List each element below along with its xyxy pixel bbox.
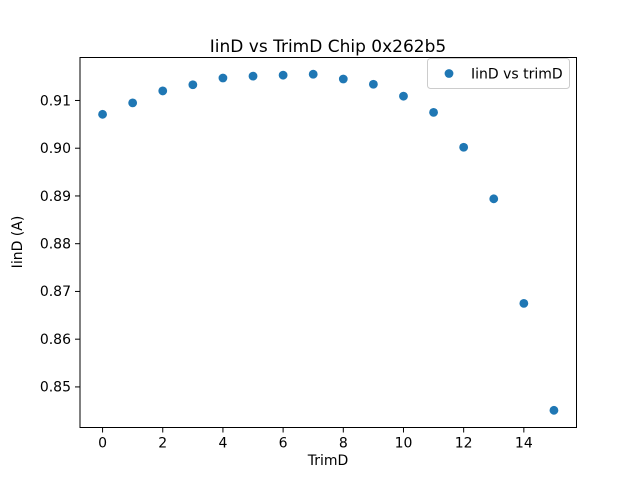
- data-point: [158, 86, 168, 96]
- y-tick-label: 0.86: [40, 332, 71, 348]
- x-tick-label: 12: [455, 436, 473, 452]
- legend-marker-icon: [444, 69, 454, 78]
- y-tick-label: 0.87: [40, 284, 71, 300]
- plot-frame: [79, 57, 577, 428]
- data-point: [519, 298, 529, 308]
- data-point: [98, 109, 107, 119]
- scatter-points: [98, 69, 559, 415]
- y-tick-label: 0.91: [40, 93, 71, 109]
- data-point: [429, 108, 438, 117]
- data-point: [218, 73, 228, 83]
- x-tick-label: 4: [218, 436, 227, 452]
- x-tick-label: 10: [395, 436, 413, 452]
- data-point: [489, 194, 499, 204]
- data-point: [188, 80, 198, 90]
- data-point: [248, 71, 258, 81]
- y-tick-label: 0.85: [40, 380, 71, 396]
- data-point: [308, 69, 318, 79]
- axes-layer: 0 2 4 6 8 10 12 14 0.85 0.86 0.87 0.88 0.89 0.90 0.91: [40, 57, 577, 452]
- y-axis-label: IinD (A): [10, 216, 26, 269]
- chart-title: IinD vs TrimD Chip 0x262b5: [210, 37, 446, 57]
- legend: IinD vs trimD: [427, 58, 570, 89]
- data-point: [338, 74, 348, 84]
- data-point: [368, 79, 378, 89]
- x-tick-label: 6: [279, 436, 288, 452]
- x-tick-label: 2: [158, 436, 167, 452]
- x-tick-label: 8: [339, 436, 348, 452]
- data-point: [459, 142, 469, 152]
- legend-label: IinD vs trimD: [471, 67, 563, 83]
- data-point: [278, 70, 288, 80]
- legend-box: [427, 58, 570, 89]
- x-tick-label: 14: [515, 436, 533, 452]
- y-tick-label: 0.90: [40, 141, 71, 157]
- data-point: [549, 405, 559, 415]
- data-point: [128, 98, 138, 108]
- x-tick-label: 0: [98, 436, 107, 452]
- y-tick-label: 0.89: [40, 189, 71, 205]
- y-tick-label: 0.88: [40, 236, 71, 252]
- data-point: [399, 91, 408, 101]
- x-axis-label: TrimD: [307, 453, 349, 469]
